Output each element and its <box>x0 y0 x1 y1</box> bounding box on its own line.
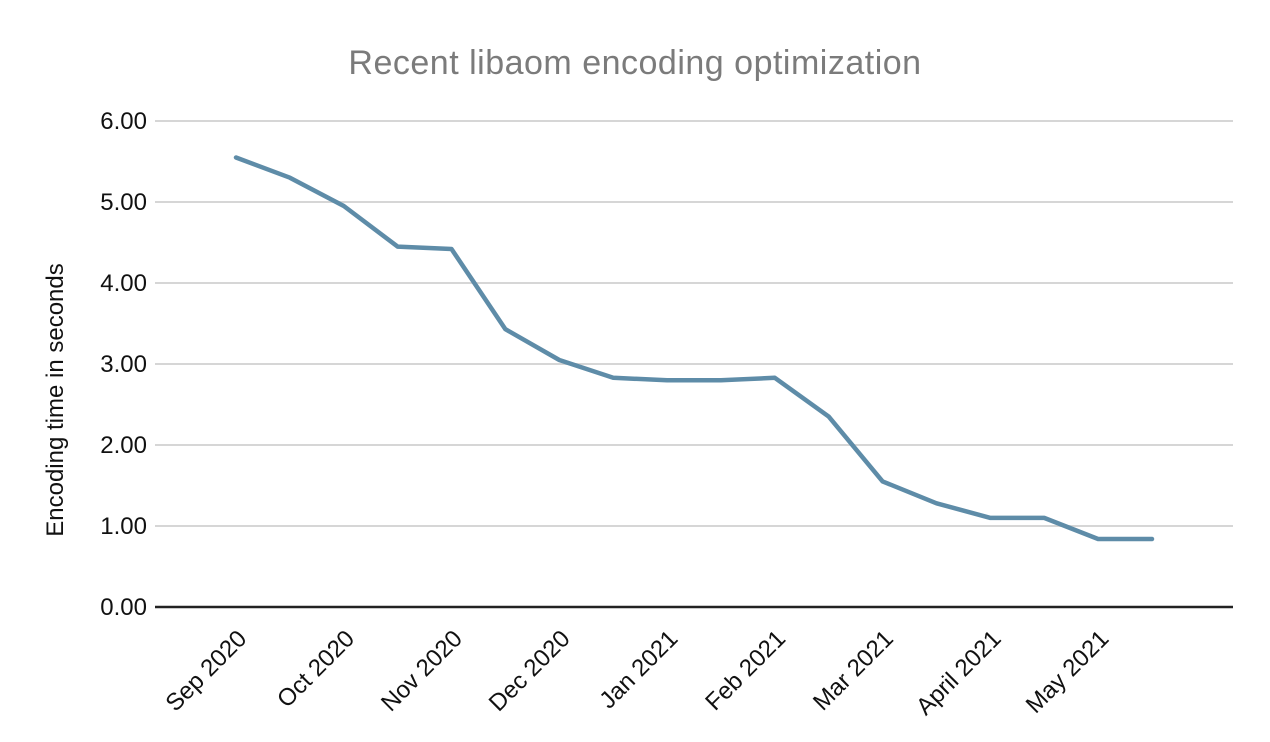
x-tick-label: Mar 2021 <box>808 625 899 716</box>
y-tick-label: 1.00 <box>100 513 147 540</box>
x-tick-label: Nov 2020 <box>376 625 468 717</box>
x-tick-label: Jan 2021 <box>594 625 683 714</box>
x-tick-label: May 2021 <box>1021 625 1115 719</box>
y-tick-label: 4.00 <box>100 270 147 297</box>
x-tick-label: April 2021 <box>911 625 1007 721</box>
y-tick-label: 5.00 <box>100 189 147 216</box>
x-tick-label: Sep 2020 <box>160 625 252 717</box>
x-tick-label: Dec 2020 <box>484 625 576 717</box>
encoding-time-series-line <box>233 155 1155 542</box>
y-tick-label: 6.00 <box>100 108 147 135</box>
x-tick-label: Feb 2021 <box>700 625 791 716</box>
y-tick-label: 3.00 <box>100 351 147 378</box>
y-tick-label: 0.00 <box>100 594 147 621</box>
y-tick-label: 2.00 <box>100 432 147 459</box>
chart-title: Recent libaom encoding optimization <box>348 44 922 82</box>
x-tick-label: Oct 2020 <box>272 625 360 713</box>
